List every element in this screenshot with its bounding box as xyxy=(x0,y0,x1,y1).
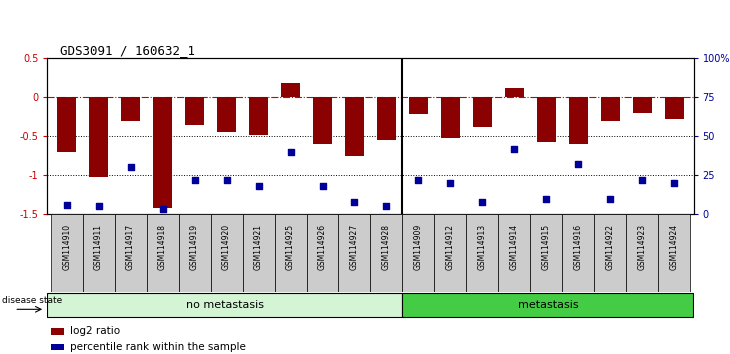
Point xyxy=(61,202,72,208)
Bar xyxy=(658,214,691,292)
Text: GSM114928: GSM114928 xyxy=(382,223,391,269)
Text: GDS3091 / 160632_1: GDS3091 / 160632_1 xyxy=(61,44,196,57)
Point xyxy=(540,196,552,201)
Text: GSM114912: GSM114912 xyxy=(446,223,455,269)
Point xyxy=(669,180,680,186)
Bar xyxy=(274,214,307,292)
Bar xyxy=(441,97,460,138)
Point xyxy=(317,183,328,189)
Point xyxy=(477,199,488,205)
Point xyxy=(125,165,137,170)
Bar xyxy=(569,97,588,144)
Bar xyxy=(185,97,204,125)
Bar xyxy=(409,97,428,114)
Text: GSM114914: GSM114914 xyxy=(510,223,519,270)
Point xyxy=(604,196,616,201)
Bar xyxy=(210,214,242,292)
Text: GSM114921: GSM114921 xyxy=(254,223,263,269)
Bar xyxy=(89,97,108,177)
Bar xyxy=(633,97,652,113)
Bar xyxy=(307,214,339,292)
Text: no metastasis: no metastasis xyxy=(186,300,264,310)
Bar xyxy=(50,344,64,350)
Text: GSM114919: GSM114919 xyxy=(190,223,199,270)
Text: GSM114923: GSM114923 xyxy=(638,223,647,270)
Bar xyxy=(57,97,76,152)
Bar xyxy=(217,97,236,132)
Bar xyxy=(473,97,492,127)
Point xyxy=(380,204,392,209)
Bar xyxy=(499,214,531,292)
Text: GSM114913: GSM114913 xyxy=(478,223,487,270)
Bar xyxy=(434,214,466,292)
Bar xyxy=(601,97,620,121)
Text: GSM114909: GSM114909 xyxy=(414,223,423,270)
Bar xyxy=(562,214,594,292)
Bar xyxy=(594,214,626,292)
Bar xyxy=(153,97,172,208)
Bar xyxy=(505,88,524,97)
Text: GSM114911: GSM114911 xyxy=(94,223,103,269)
Bar xyxy=(370,214,402,292)
Point xyxy=(157,207,169,212)
Bar xyxy=(402,293,694,317)
Bar xyxy=(345,97,364,156)
Text: GSM114910: GSM114910 xyxy=(62,223,71,270)
Text: GSM114918: GSM114918 xyxy=(158,223,167,269)
Bar xyxy=(179,214,210,292)
Bar xyxy=(626,214,658,292)
Bar xyxy=(531,214,562,292)
Text: GSM114926: GSM114926 xyxy=(318,223,327,270)
Bar xyxy=(147,214,179,292)
Text: GSM114917: GSM114917 xyxy=(126,223,135,270)
Point xyxy=(253,183,264,189)
Text: log2 ratio: log2 ratio xyxy=(70,326,120,336)
Bar xyxy=(537,97,556,142)
Text: metastasis: metastasis xyxy=(518,300,578,310)
Bar xyxy=(115,214,147,292)
Bar xyxy=(47,293,402,317)
Text: percentile rank within the sample: percentile rank within the sample xyxy=(70,342,246,352)
Bar xyxy=(242,214,274,292)
Text: disease state: disease state xyxy=(2,296,63,304)
Point xyxy=(220,177,232,183)
Bar xyxy=(50,214,82,292)
Point xyxy=(412,177,424,183)
Text: GSM114927: GSM114927 xyxy=(350,223,359,270)
Point xyxy=(189,177,201,183)
Text: GSM114920: GSM114920 xyxy=(222,223,231,270)
Text: GSM114924: GSM114924 xyxy=(670,223,679,270)
Text: GSM114915: GSM114915 xyxy=(542,223,551,270)
Point xyxy=(285,149,296,155)
Text: GSM114916: GSM114916 xyxy=(574,223,583,270)
Point xyxy=(93,204,104,209)
Bar xyxy=(249,97,268,135)
Point xyxy=(509,146,520,152)
Point xyxy=(445,180,456,186)
Bar xyxy=(339,214,370,292)
Bar xyxy=(466,214,499,292)
Bar xyxy=(665,97,684,119)
Point xyxy=(637,177,648,183)
Text: GSM114922: GSM114922 xyxy=(606,223,615,269)
Point xyxy=(349,199,361,205)
Point xyxy=(572,161,584,167)
Bar xyxy=(281,83,300,97)
Bar xyxy=(50,328,64,335)
Bar xyxy=(121,97,140,121)
Text: GSM114925: GSM114925 xyxy=(286,223,295,270)
Bar xyxy=(82,214,115,292)
Bar xyxy=(313,97,332,144)
Bar xyxy=(377,97,396,140)
Bar xyxy=(402,214,434,292)
